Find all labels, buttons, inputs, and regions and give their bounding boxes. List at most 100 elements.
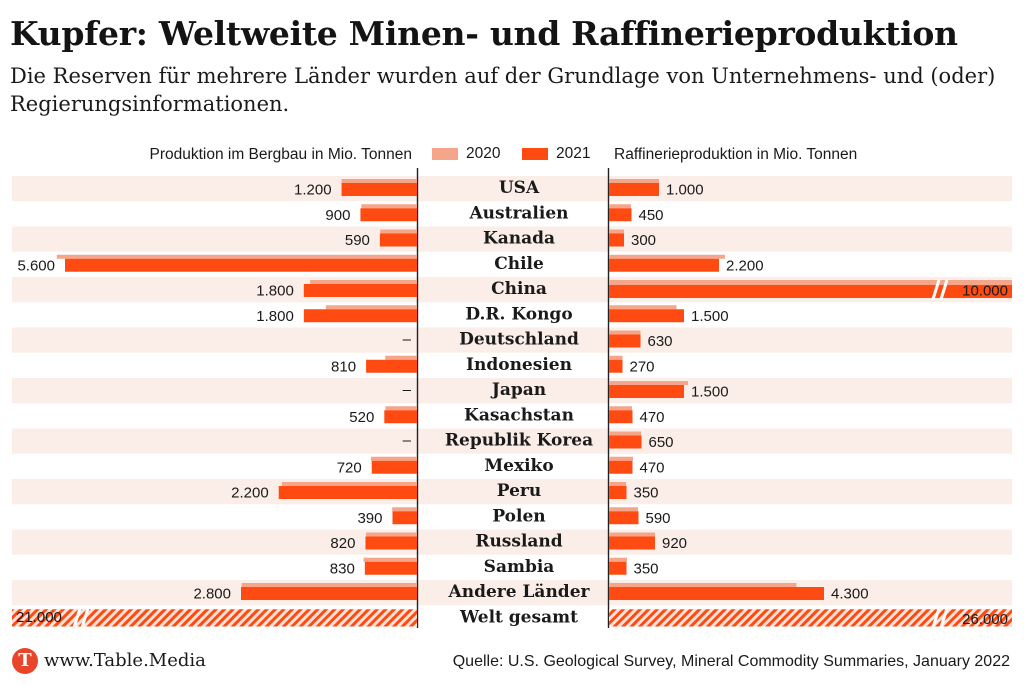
legend-swatch-2021 <box>522 148 548 160</box>
category-label-russland: Russland <box>475 532 562 552</box>
bar-refinery-2020-andere-länder <box>609 583 797 587</box>
footer-site: www.Table.Media <box>44 650 206 671</box>
value-label-refinery-andere-länder: 4.300 <box>831 586 869 603</box>
category-label-welt-gesamt: Welt gesamt <box>459 607 578 627</box>
value-label-refinery-peru: 350 <box>634 485 659 502</box>
bar-mining-2021-d-r-kongo <box>303 309 417 323</box>
value-label-refinery-kanada: 300 <box>631 232 656 249</box>
value-label-refinery-welt-gesamt: 26.000 <box>962 611 1008 628</box>
bar-refinery-2020-sambia <box>609 557 627 562</box>
value-label-refinery-indonesien: 270 <box>630 358 655 375</box>
category-label-china: China <box>491 279 547 299</box>
legend-item-2020: 2020 <box>432 144 500 164</box>
category-label-peru: Peru <box>497 481 541 501</box>
category-label-chile: Chile <box>494 254 544 274</box>
bar-refinery-2020-japan <box>609 381 688 385</box>
value-label-mining-d-r-kongo: 1.800 <box>256 308 294 325</box>
value-label-refinery-deutschland: 630 <box>648 333 673 350</box>
bar-refinery-2020-australien <box>609 204 631 209</box>
bar-refinery-2021-china <box>609 285 1012 298</box>
row-band-andere-länder <box>12 580 1012 606</box>
bar-refinery-2020-indonesien <box>609 355 623 360</box>
value-label-mining-china: 1.800 <box>256 283 294 300</box>
bar-refinery-2020-mexiko <box>609 456 633 461</box>
value-label-refinery-japan: 1.500 <box>691 384 729 401</box>
category-label-andere-länder: Andere Länder <box>448 582 591 602</box>
bar-refinery-2020-china <box>609 280 1012 285</box>
bar-mining-2020-china <box>310 280 417 284</box>
bar-refinery-2020-d-r-kongo <box>609 305 677 310</box>
table-media-logo: T <box>12 648 38 674</box>
left-axis-label: Produktion im Bergbau in Mio. Tonnen <box>149 146 412 163</box>
category-label-mexiko: Mexiko <box>484 456 553 476</box>
bar-refinery-2020-republik-korea <box>609 431 641 436</box>
legend-swatch-2020 <box>432 148 458 160</box>
bar-refinery-2021-kasachstan <box>609 410 633 424</box>
bar-refinery-2020-kanada <box>609 229 624 234</box>
value-label-mining-polen: 390 <box>357 510 382 527</box>
bar-refinery-2021-mexiko <box>609 460 633 474</box>
legend-label-2021: 2021 <box>556 145 591 162</box>
bar-refinery-2021-peru <box>609 486 627 499</box>
category-label-d-r-kongo: D.R. Kongo <box>465 304 572 324</box>
value-label-refinery-mexiko: 470 <box>640 459 665 476</box>
bar-refinery-2021-republik-korea <box>609 435 642 449</box>
footer-source: Quelle: U.S. Geological Survey, Mineral … <box>452 653 1010 670</box>
bar-mining-2020-sambia <box>363 557 417 562</box>
bar-mining-2020-mexiko <box>370 456 417 461</box>
value-label-mining-usa: 1.200 <box>294 182 332 199</box>
bar-refinery-2021-kanada <box>609 233 624 247</box>
legend-item-2021: 2021 <box>522 144 590 164</box>
bar-refinery-2021-andere-länder <box>609 587 824 600</box>
bar-mining-2020-d-r-kongo <box>325 305 417 310</box>
bar-mining-2020-andere-länder <box>241 583 417 587</box>
bar-refinery-2021-japan <box>609 385 684 398</box>
value-label-mining-australien: 900 <box>325 207 350 224</box>
bar-mining-2021-mexiko <box>371 460 417 474</box>
bar-refinery-2021-chile <box>609 258 719 272</box>
bar-mining-2021-kasachstan <box>384 410 417 424</box>
category-label-kasachstan: Kasachstan <box>464 405 574 425</box>
row-band-peru <box>12 479 1012 505</box>
category-label-japan: Japan <box>490 380 546 400</box>
value-label-refinery-china: 10.000 <box>962 283 1008 300</box>
bar-refinery-2020-usa <box>609 179 659 183</box>
bar-refinery-2021-indonesien <box>609 359 623 373</box>
value-label-mining-mexiko: 720 <box>337 459 362 476</box>
bar-mining-2021-usa <box>341 183 417 196</box>
bar-mining-2021-andere-länder <box>241 587 417 600</box>
value-label-refinery-australien: 450 <box>639 207 664 224</box>
bar-mining-2021-indonesien <box>366 359 417 373</box>
category-label-australien: Australien <box>468 203 568 223</box>
row-band-kanada <box>12 226 1012 252</box>
category-label-republik-korea: Republik Korea <box>445 431 593 451</box>
value-label-refinery-d-r-kongo: 1.500 <box>691 308 729 325</box>
bars <box>12 179 1012 628</box>
row-bands <box>12 176 1012 606</box>
value-label-mining-indonesien: 810 <box>331 358 356 375</box>
right-axis-label: Raffinerieproduktion in Mio. Tonnen <box>614 146 858 163</box>
category-label-indonesien: Indonesien <box>466 355 572 375</box>
bar-mining-2021-australien <box>360 208 417 222</box>
value-label-mining-kanada: 590 <box>345 232 370 249</box>
bar-mining-2021-china <box>303 284 417 297</box>
value-label-mining-sambia: 830 <box>330 560 355 577</box>
value-label-mining-deutschland: – <box>403 331 412 348</box>
value-label-mining-kasachstan: 520 <box>349 409 374 426</box>
labels: USA 1.200 1.000 Australien 900 450 Kanada 590 30… <box>16 178 1008 628</box>
bar-refinery-2021-polen <box>609 511 639 525</box>
value-label-mining-welt-gesamt: 21.000 <box>16 609 62 626</box>
axis-break-refinery-china <box>931 279 949 300</box>
legend-label-2020: 2020 <box>466 145 501 162</box>
axis-break-mining-welt-gesamt <box>72 607 90 628</box>
value-label-refinery-russland: 920 <box>662 535 687 552</box>
bar-mining-2020-kanada <box>380 229 417 234</box>
bar-refinery-welt-gesamt <box>609 609 1012 627</box>
value-label-mining-peru: 2.200 <box>231 485 269 502</box>
value-label-refinery-polen: 590 <box>646 510 671 527</box>
bar-refinery-2021-usa <box>609 183 659 196</box>
value-label-refinery-republik-korea: 650 <box>649 434 674 451</box>
bar-refinery-2020-chile <box>609 254 725 259</box>
bar-refinery-2021-d-r-kongo <box>609 309 684 323</box>
row-band-usa <box>12 176 1012 202</box>
